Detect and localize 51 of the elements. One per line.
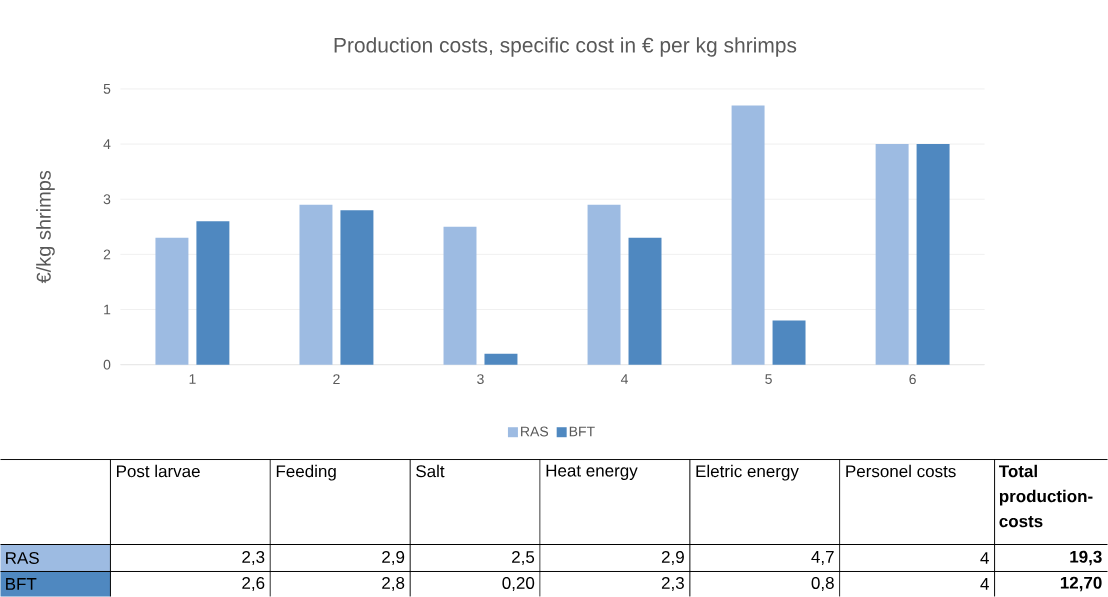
text: 2,8 [382,576,405,591]
text: 2,3 [242,550,265,566]
text: 2,6 [242,576,265,591]
text: 12,70 [1060,576,1102,592]
text: 2,9 [382,550,405,566]
text: Personel costs [846,464,956,478]
text: 4 [980,552,989,564]
bar [196,221,230,365]
text: RAS [6,551,39,565]
text: Eletric energy [696,464,799,481]
bar [340,210,374,365]
bar [587,204,621,365]
bar [772,320,806,365]
text: 2,5 [512,550,535,566]
text: Heat energy [546,464,638,480]
y-tick-label: 2 [103,249,111,260]
x-tick-label: 2 [333,374,340,384]
text: Salt [416,464,445,478]
bar [731,105,765,365]
bar [299,204,333,365]
y-tick-label: 0 [103,359,111,370]
text: Post larvae [117,464,200,478]
x-tick-label: 4 [620,374,628,384]
x-tick-label: 6 [909,374,916,385]
bar [155,237,189,365]
text: 2,9 [661,550,684,566]
x-tick-label: 3 [477,374,484,385]
bar [443,226,477,365]
legend-label: BFT [569,426,595,437]
text: 19,3 [1070,550,1102,566]
y-tick-label: 4 [103,139,111,149]
bar [628,237,662,365]
y-tick-label: 3 [103,194,111,205]
text: Feeding [276,464,336,481]
chart-title: Production costs, specific cost in € per kg shrimps [334,37,797,57]
text: 0,8 [811,576,834,591]
x-tick-label: 5 [765,374,772,384]
text: 4,7 [811,551,834,565]
y-tick-label: 1 [104,304,111,315]
y-axis-title: €/kg shrimps [36,170,55,284]
bar [916,144,950,365]
bar [484,353,518,365]
text: BFT [6,578,37,590]
y-tick-label: 5 [103,84,111,94]
x-tick-label: 1 [189,374,196,384]
text: 0,20 [502,576,535,591]
text: 2,3 [661,576,684,591]
bar [875,144,909,365]
legend-label: RAS [521,426,549,437]
text: Total production-costs [998,464,1093,528]
text: 4 [980,578,989,590]
